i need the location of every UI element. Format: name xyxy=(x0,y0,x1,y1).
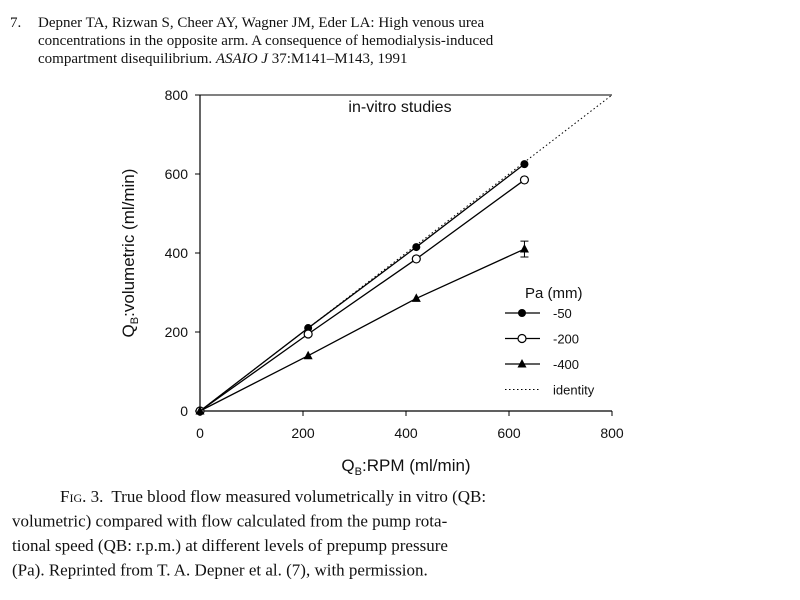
y-axis-label: QB:volumetric (ml/min) xyxy=(119,169,141,338)
caption-line: volumetric) compared with flow calculate… xyxy=(12,512,448,531)
journal: ASAIO J xyxy=(215,51,269,67)
caption-line: (Pa). Reprinted from T. A. Depner et al.… xyxy=(12,561,428,580)
x-label-rest: :RPM (ml/min) xyxy=(362,456,471,475)
plot: 0 200 400 600 800 0 200 400 600 800 xyxy=(165,87,624,441)
legend: Pa (mm) -50 -200 -400 identity xyxy=(505,285,595,398)
marker xyxy=(519,244,529,253)
marker xyxy=(517,333,527,344)
series-line xyxy=(199,94,613,412)
legend-label: -50 xyxy=(553,306,572,321)
reference-text: 37:M141–M143, 1991 xyxy=(272,51,408,67)
x-label-main: Q xyxy=(341,456,354,475)
legend-title: Pa (mm) xyxy=(525,285,583,302)
marker xyxy=(195,406,205,415)
legend-label: -400 xyxy=(553,357,579,372)
y-tick-label: 600 xyxy=(165,166,189,182)
y-label-rest: :volumetric (ml/min) xyxy=(119,169,138,317)
legend-label: -200 xyxy=(553,332,579,347)
y-tick-label: 400 xyxy=(165,245,189,261)
reference-text: compartment disequilibrium. xyxy=(38,51,212,67)
annotation: in-vitro studies xyxy=(348,99,451,116)
caption-line: tional speed (QB: r.p.m.) at different l… xyxy=(12,536,448,555)
x-label-sub: B xyxy=(355,466,362,478)
marker xyxy=(411,293,421,302)
caption-line: True blood flow measured volumetrically … xyxy=(111,487,486,506)
x-tick-label: 400 xyxy=(394,425,418,441)
series-line xyxy=(199,248,525,412)
caption-label: Fig. 3. xyxy=(60,487,103,506)
x-tick-label: 200 xyxy=(291,425,315,441)
reference-number: 7. xyxy=(10,15,21,31)
marker xyxy=(303,350,313,360)
y-label-main: Q xyxy=(119,324,138,337)
y-label-sub: B xyxy=(129,317,141,324)
legend-label: identity xyxy=(553,383,595,398)
marker xyxy=(519,175,530,185)
x-axis-label: QB:RPM (ml/min) xyxy=(341,456,470,478)
marker xyxy=(518,309,526,317)
reference: 7. Depner TA, Rizwan S, Cheer AY, Wagner… xyxy=(10,15,494,67)
reference-line: Depner TA, Rizwan S, Cheer AY, Wagner JM… xyxy=(38,15,484,31)
x-tick-label: 0 xyxy=(196,425,204,441)
reference-line: concentrations in the opposite arm. A co… xyxy=(38,33,494,49)
marker xyxy=(517,359,527,368)
y-tick-label: 200 xyxy=(165,324,189,340)
caption: Fig. 3. True blood flow measured volumet… xyxy=(12,487,486,580)
marker xyxy=(412,243,421,252)
y-tick-label: 0 xyxy=(180,403,188,419)
marker xyxy=(520,160,529,169)
y-tick-label: 800 xyxy=(165,87,189,103)
series-line xyxy=(199,179,525,412)
x-tick-label: 600 xyxy=(497,425,521,441)
marker xyxy=(411,254,421,264)
reference-line: compartment disequilibrium. ASAIO J 37:M… xyxy=(38,51,408,67)
marker xyxy=(303,329,313,339)
x-tick-label: 800 xyxy=(600,425,624,441)
